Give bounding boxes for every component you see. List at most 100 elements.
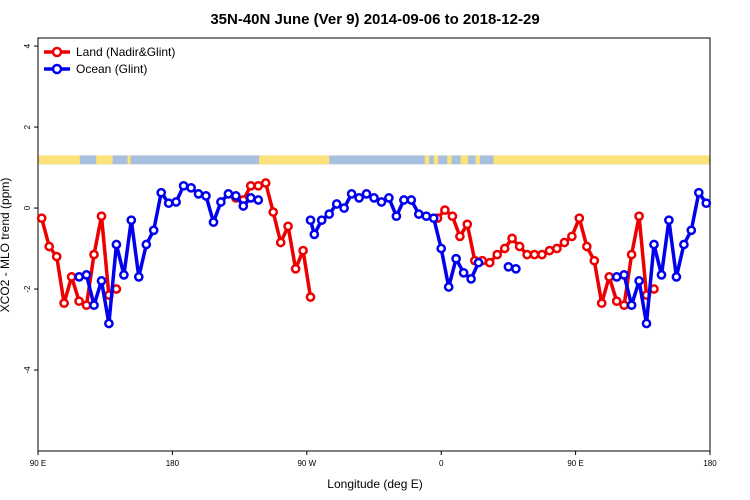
data-point bbox=[589, 255, 600, 266]
land-band-segment bbox=[447, 155, 452, 165]
x-tick-label: 90 E bbox=[30, 459, 46, 468]
data-point bbox=[399, 195, 409, 205]
data-point bbox=[511, 263, 521, 274]
data-point bbox=[201, 191, 211, 201]
data-point bbox=[96, 276, 107, 286]
data-point bbox=[231, 191, 241, 201]
data-point bbox=[208, 217, 219, 228]
x-axis-label: Longitude (deg E) bbox=[327, 477, 422, 491]
data-point bbox=[81, 270, 92, 280]
legend-marker-ocean bbox=[51, 63, 63, 75]
land-band-segment bbox=[127, 155, 131, 165]
series-land bbox=[36, 178, 659, 311]
data-point bbox=[567, 231, 577, 242]
data-point bbox=[275, 237, 286, 248]
data-point bbox=[626, 300, 637, 311]
data-point bbox=[428, 213, 439, 224]
data-point bbox=[346, 189, 357, 199]
data-point bbox=[96, 211, 107, 222]
data-point bbox=[458, 267, 469, 278]
land-band-segment bbox=[460, 155, 469, 165]
data-point bbox=[581, 241, 592, 252]
data-point bbox=[74, 272, 84, 282]
data-point bbox=[537, 249, 547, 260]
legend: Land (Nadir&Glint) Ocean (Glint) bbox=[44, 45, 175, 76]
data-point bbox=[559, 237, 570, 248]
data-point bbox=[701, 198, 712, 209]
data-point bbox=[354, 193, 364, 203]
land-band-segment bbox=[96, 155, 113, 165]
data-point bbox=[686, 225, 697, 236]
data-point bbox=[126, 215, 137, 226]
data-point bbox=[171, 197, 181, 207]
data-point bbox=[111, 239, 122, 250]
plot-frame bbox=[37, 37, 711, 452]
data-point bbox=[245, 193, 256, 203]
data-point bbox=[492, 249, 503, 260]
data-point bbox=[634, 276, 644, 286]
data-point bbox=[466, 274, 476, 284]
data-point bbox=[664, 215, 674, 226]
data-point bbox=[421, 211, 432, 222]
data-point bbox=[216, 197, 226, 207]
y-axis-label: XCO2 - MLO trend (ppm) bbox=[0, 178, 12, 313]
data-point bbox=[119, 270, 129, 280]
data-point bbox=[316, 215, 327, 226]
x-tick-label: 0 bbox=[439, 459, 444, 468]
data-point bbox=[544, 245, 555, 256]
data-point bbox=[455, 231, 465, 242]
data-point bbox=[36, 213, 47, 224]
data-point bbox=[260, 178, 271, 188]
land-band-segment bbox=[433, 155, 439, 165]
data-point bbox=[361, 189, 372, 199]
legend-label-ocean: Ocean (Glint) bbox=[76, 62, 147, 76]
data-point bbox=[253, 195, 264, 205]
data-point bbox=[290, 263, 301, 274]
band-group bbox=[38, 155, 710, 165]
data-point bbox=[656, 270, 667, 280]
data-point bbox=[529, 249, 540, 260]
data-point bbox=[156, 187, 167, 198]
data-point bbox=[693, 187, 704, 198]
data-point bbox=[406, 195, 417, 205]
data-point bbox=[447, 211, 458, 222]
data-point bbox=[619, 300, 629, 311]
data-point bbox=[283, 221, 293, 232]
data-point bbox=[384, 193, 394, 203]
data-point bbox=[104, 318, 114, 329]
data-point bbox=[305, 215, 316, 226]
data-point bbox=[451, 253, 461, 264]
data-point bbox=[440, 205, 450, 215]
legend-label-land: Land (Nadir&Glint) bbox=[76, 45, 175, 59]
data-point bbox=[604, 272, 615, 282]
data-point bbox=[503, 261, 514, 272]
y-axis: -4 -2 0 2 4 bbox=[23, 43, 38, 374]
data-point bbox=[309, 229, 320, 240]
y-tick-label: -2 bbox=[23, 285, 32, 293]
data-point bbox=[133, 272, 144, 282]
data-point bbox=[253, 180, 264, 191]
land-band-segment bbox=[424, 155, 430, 165]
y-tick-label: 4 bbox=[23, 43, 32, 48]
x-tick-label: 180 bbox=[166, 459, 180, 468]
y-tick-label: -4 bbox=[23, 366, 32, 374]
data-point bbox=[74, 296, 84, 307]
data-point bbox=[611, 296, 622, 307]
land-band-segment bbox=[259, 155, 330, 165]
data-point bbox=[522, 249, 532, 260]
data-point bbox=[44, 241, 55, 252]
data-point bbox=[369, 193, 379, 203]
data-point bbox=[324, 209, 335, 219]
data-point bbox=[462, 219, 473, 230]
land-band-segment bbox=[475, 155, 481, 165]
data-point bbox=[331, 199, 342, 209]
data-point bbox=[305, 292, 316, 302]
data-point bbox=[611, 272, 622, 282]
data-point bbox=[268, 207, 279, 217]
data-point bbox=[671, 272, 682, 282]
data-point bbox=[223, 189, 234, 199]
data-point bbox=[484, 257, 495, 268]
data-point bbox=[649, 239, 659, 250]
x-tick-label: 90 E bbox=[567, 459, 583, 468]
